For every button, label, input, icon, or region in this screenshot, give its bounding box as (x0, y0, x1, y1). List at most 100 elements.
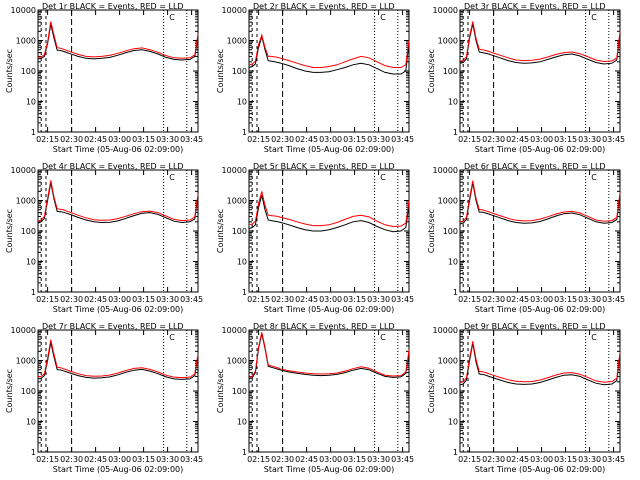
x-tick-label: 03:00 (319, 455, 342, 464)
corner-mark: C (591, 13, 597, 22)
x-axis-label: Start Time (05-Aug-06 02:09:00) (475, 465, 606, 474)
corner-mark: C (169, 333, 175, 342)
x-tick-label: 03:15 (343, 455, 366, 464)
x-tick-label: 02:45 (84, 135, 107, 144)
y-tick-label: 1000 (227, 357, 247, 366)
x-tick-label: 03:45 (180, 135, 203, 144)
y-tick-label: 10 (26, 258, 36, 267)
chart-title: Det 4r BLACK = Events, RED = LLD (42, 162, 184, 171)
y-tick-label: 1 (453, 288, 458, 297)
x-tick-label: 03:00 (530, 135, 553, 144)
x-tick-label: 02:15 (36, 295, 59, 304)
x-tick-label: 02:30 (60, 295, 83, 304)
x-tick-label: 03:15 (554, 455, 577, 464)
plot-frame (37, 169, 199, 293)
x-tick-label: 02:15 (36, 455, 59, 464)
x-tick-label: 02:15 (247, 295, 270, 304)
plot-frame (248, 169, 410, 293)
x-tick-label: 02:45 (84, 295, 107, 304)
lld-series-line (459, 180, 621, 223)
x-tick-label: 02:15 (247, 455, 270, 464)
x-tick-label: 03:30 (578, 455, 601, 464)
x-tick-label: 03:30 (156, 135, 179, 144)
x-tick-label: 03:00 (108, 295, 131, 304)
x-tick-label: 03:45 (391, 295, 414, 304)
y-tick-label: 1000 (227, 197, 247, 206)
y-tick-label: 100 (232, 227, 247, 236)
plot-frame (37, 9, 199, 133)
x-tick-label: 02:45 (506, 295, 529, 304)
lld-series-line (37, 180, 199, 222)
chart-panel: Det 1r BLACK = Events, RED = LLD 1 10 100 10… (5, 2, 203, 154)
corner-mark: C (380, 173, 386, 182)
y-tick-label: 10000 (222, 326, 247, 335)
corner-mark: C (591, 333, 597, 342)
x-axis-label: Start Time (05-Aug-06 02:09:00) (53, 145, 184, 154)
x-tick-label: 02:45 (295, 295, 318, 304)
x-tick-label: 02:30 (482, 295, 505, 304)
x-tick-label: 03:15 (343, 295, 366, 304)
x-axis-label: Start Time (05-Aug-06 02:09:00) (53, 305, 184, 314)
events-series-line (37, 24, 199, 61)
x-tick-label: 02:30 (271, 135, 294, 144)
y-tick-label: 1 (31, 288, 36, 297)
lld-series-line (248, 33, 410, 68)
x-tick-label: 03:15 (132, 295, 155, 304)
chart-title: Det 6r BLACK = Events, RED = LLD (464, 162, 606, 171)
y-tick-label: 1000 (16, 37, 36, 46)
y-tick-label: 10 (448, 98, 458, 107)
x-tick-label: 02:15 (247, 135, 270, 144)
y-axis-label: Counts/sec (427, 49, 436, 93)
corner-mark: C (380, 333, 386, 342)
chart-panel: Det 4r BLACK = Events, RED = LLD 1 10 100 10… (5, 162, 203, 314)
y-tick-label: 10000 (11, 326, 36, 335)
y-tick-label: 100 (232, 387, 247, 396)
y-tick-label: 10 (237, 98, 247, 107)
y-tick-label: 10 (237, 418, 247, 427)
y-tick-label: 10 (237, 258, 247, 267)
y-tick-label: 10000 (433, 6, 458, 15)
y-axis-label: Counts/sec (216, 369, 225, 413)
x-tick-label: 02:15 (458, 455, 481, 464)
y-tick-label: 1 (242, 448, 247, 457)
x-tick-label: 02:30 (271, 455, 294, 464)
x-tick-label: 02:15 (458, 135, 481, 144)
x-tick-label: 03:45 (391, 135, 414, 144)
y-axis-label: Counts/sec (427, 369, 436, 413)
y-tick-label: 10000 (433, 166, 458, 175)
events-series-line (37, 342, 199, 380)
y-tick-label: 100 (21, 387, 36, 396)
x-tick-label: 03:00 (319, 295, 342, 304)
chart-panel: Det 9r BLACK = Events, RED = LLD 1 10 100 10… (427, 322, 625, 474)
y-tick-label: 1000 (438, 357, 458, 366)
chart-panel: Det 3r BLACK = Events, RED = LLD 1 10 100 10… (427, 2, 625, 154)
y-tick-label: 10000 (222, 6, 247, 15)
x-tick-label: 03:00 (530, 455, 553, 464)
y-tick-label: 10 (26, 418, 36, 427)
y-tick-label: 1000 (438, 197, 458, 206)
y-tick-label: 10000 (11, 166, 36, 175)
x-tick-label: 03:15 (132, 135, 155, 144)
x-tick-label: 03:15 (132, 455, 155, 464)
y-axis-label: Counts/sec (5, 209, 14, 253)
y-tick-label: 1000 (227, 37, 247, 46)
x-tick-label: 02:45 (506, 135, 529, 144)
x-tick-label: 02:15 (458, 295, 481, 304)
x-tick-label: 02:45 (506, 455, 529, 464)
lld-series-line (37, 339, 199, 379)
x-axis-label: Start Time (05-Aug-06 02:09:00) (53, 465, 184, 474)
x-tick-label: 02:30 (482, 135, 505, 144)
x-tick-label: 03:30 (578, 135, 601, 144)
y-tick-label: 1 (242, 288, 247, 297)
y-tick-label: 100 (232, 67, 247, 76)
x-tick-label: 02:45 (295, 135, 318, 144)
y-tick-label: 1000 (16, 197, 36, 206)
chart-panel: Det 8r BLACK = Events, RED = LLD 1 10 100 10… (216, 322, 414, 474)
y-tick-label: 100 (21, 227, 36, 236)
x-tick-label: 03:30 (578, 295, 601, 304)
y-tick-label: 10000 (222, 166, 247, 175)
x-tick-label: 03:45 (180, 295, 203, 304)
y-tick-label: 100 (443, 67, 458, 76)
events-series-line (248, 34, 410, 75)
x-tick-label: 03:00 (530, 295, 553, 304)
